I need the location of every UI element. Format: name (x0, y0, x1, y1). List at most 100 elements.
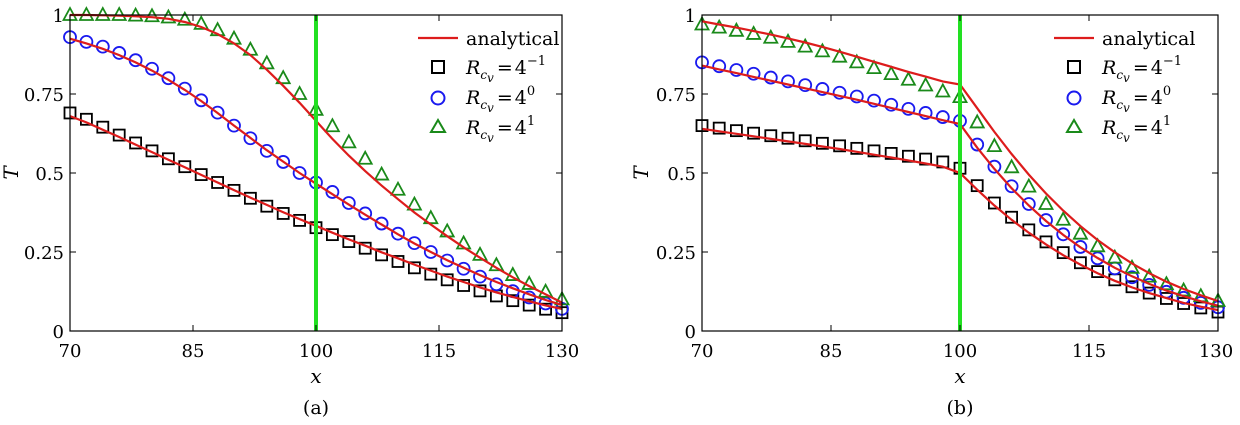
panel-a-point-circle (440, 253, 455, 268)
panel-b-point-triangle (969, 113, 986, 129)
panel-b-point-square (764, 129, 778, 143)
panel-b-point-circle (1073, 240, 1088, 254)
panel-b-ytick-label: 1 (685, 6, 696, 27)
panel-b-point-triangle (934, 82, 951, 98)
panel-b-xlabel: x (954, 364, 965, 388)
panel-b-point-triangle (1055, 210, 1072, 226)
panel-a-point-square (506, 294, 520, 308)
panel-a: 70 85 100 115 130 0 0.25 0.5 0.75 1 x T … (0, 6, 579, 419)
panel-b-xtick-label: 115 (1072, 341, 1106, 362)
panel-b-point-triangle (831, 47, 848, 63)
panel-a-ytick-label: 0 (53, 322, 64, 343)
panel-a-xtick-label: 100 (299, 341, 333, 362)
panel-b-point-circle (1021, 197, 1036, 211)
panel-a-point-circle (456, 261, 471, 276)
panel-a-point-circle (177, 81, 192, 96)
panel-a-point-triangle (340, 133, 357, 149)
panel-b-point-circle (918, 106, 933, 120)
panel-a-point-circle (407, 236, 422, 251)
panel-b-point-triangle (762, 28, 779, 44)
panel-a-point-square (211, 176, 225, 189)
panel-b-point-triangle (779, 32, 797, 48)
panel-b-point-circle (1090, 251, 1105, 266)
panel-b-point-circle (798, 78, 813, 93)
panel-a-ticks (69, 14, 563, 332)
panel-b-point-triangle (711, 18, 728, 34)
panel-a-point-circle (194, 93, 209, 108)
panel-a-point-triangle (471, 245, 489, 261)
panel-a-point-circle (423, 245, 438, 259)
panel-b-ytick-label: 0 (685, 322, 696, 343)
panel-a-ytick-label: 0.75 (24, 85, 64, 106)
panel-b-point-square (867, 144, 881, 158)
panel-b-legend-square-marker (1067, 60, 1081, 74)
panel-b-point-triangle (986, 137, 1003, 153)
panel-a-legend-square-marker (431, 60, 445, 74)
panel-b-point-square (1005, 210, 1018, 224)
panel-a-point-circle (341, 196, 356, 210)
panel-a-point-square (227, 183, 241, 197)
panel-b-point-triangle (1123, 258, 1141, 274)
panel-b-point-circle (970, 137, 985, 152)
panel-a-point-square (194, 168, 208, 181)
panel-a-point-square (457, 279, 471, 292)
panel-a-ytick-label: 0.25 (24, 243, 64, 264)
panel-a-point-circle (210, 105, 225, 120)
panel-b-point-square (798, 134, 812, 148)
panel-a-point-circle (276, 155, 291, 169)
panel-a-point-triangle (373, 165, 390, 181)
panel-a-ytick-label: 1 (53, 6, 64, 27)
panel-b-point-square (902, 149, 915, 163)
panel-b-point-triangle (865, 59, 883, 74)
panel-b-point-square (747, 126, 760, 140)
panel-a-point-square (178, 160, 192, 174)
panel-b-legend-circle-marker (1066, 90, 1082, 106)
panel-b-point-square (850, 141, 864, 155)
panel-a-xlabel: x (310, 364, 321, 388)
panel-a-point-circle (374, 216, 389, 231)
panel-a-point-triangle (111, 6, 128, 21)
panel-a-point-triangle (389, 180, 407, 196)
panel-b-point-square (712, 121, 726, 135)
panel-b: 70 85 100 115 130 0 0.25 0.5 0.75 1 x T … (629, 6, 1233, 419)
panel-a-legend-analytical: analytical (466, 28, 559, 50)
panel-b-point-triangle (1037, 195, 1055, 210)
panel-b-point-circle (729, 63, 744, 77)
panel-b-point-circle (1056, 227, 1071, 242)
panel-a-point-triangle (521, 275, 538, 290)
panel-a-point-circle (227, 118, 241, 133)
panel-b-point-square (884, 147, 898, 160)
panel-b-point-square (1142, 286, 1156, 300)
panel-a-point-triangle (324, 117, 341, 133)
panel-a-legend-circle-marker (430, 90, 446, 106)
panel-a-point-triangle (193, 14, 210, 30)
panel-b-legend-analytical: analytical (1102, 28, 1195, 50)
panel-b-point-circle (1004, 179, 1019, 194)
panel-b-point-triangle (1020, 177, 1037, 193)
panel-b-ylabel: T (629, 165, 653, 180)
panel-b-point-square (988, 196, 1001, 210)
panel-a-point-square (440, 273, 454, 287)
panel-b-point-triangle (1106, 248, 1123, 264)
panel-b-legend-entry-square: Rcv = 4−1 (1101, 54, 1182, 85)
panel-b-point-circle (1142, 277, 1157, 292)
panel-a-point-square (522, 298, 536, 312)
panel-b-point-triangle (1003, 158, 1020, 174)
panel-a-point-triangle (94, 6, 111, 21)
panel-b-point-square (1125, 280, 1139, 294)
panel-b-point-circle (987, 159, 1002, 174)
panel-a-point-circle (259, 143, 274, 158)
panel-b-point-circle (712, 59, 727, 74)
panel-b-point-circle (1125, 270, 1139, 285)
panel-a-point-triangle (176, 10, 193, 26)
panel-b-point-triangle (848, 53, 865, 69)
panel-a-point-triangle (160, 8, 177, 24)
panel-b-point-circle (867, 93, 881, 108)
panel-a-point-circle (243, 131, 258, 146)
panel-a-point-triangle (488, 256, 505, 272)
panel-b-point-triangle (900, 70, 917, 86)
panel-a-xtick-label: 70 (59, 341, 82, 362)
panel-b-xtick-labels: 70 85 100 115 130 (691, 341, 1234, 362)
panel-a-point-square (145, 144, 159, 158)
